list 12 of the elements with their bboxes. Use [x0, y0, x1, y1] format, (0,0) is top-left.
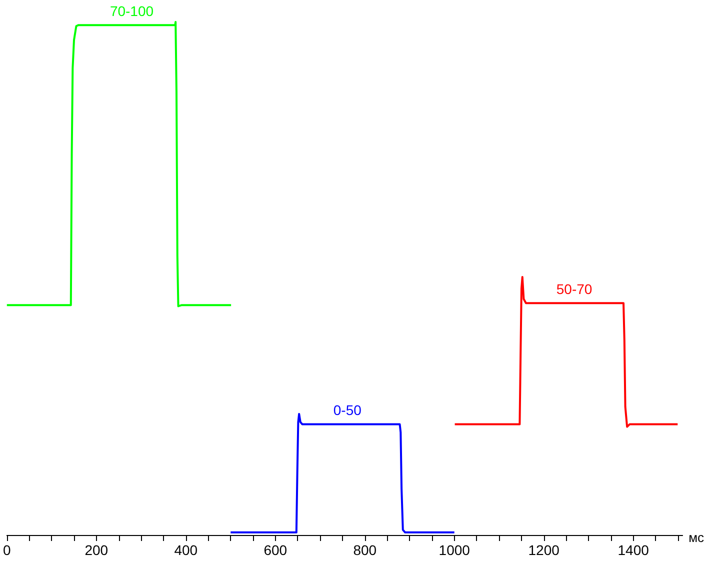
x-tick-label: 1000 [438, 542, 470, 558]
x-tick-label: 400 [174, 542, 198, 558]
x-tick-label: 0 [2, 542, 11, 558]
x-tick-label: 1400 [618, 542, 650, 558]
x-tick-label: 600 [264, 542, 288, 558]
annotation: 70-100 [110, 3, 154, 20]
x-tick-label: 1200 [528, 542, 560, 558]
annotation: 0-50 [333, 402, 362, 418]
x-axis-title: мс [688, 530, 704, 545]
x-tick-label: 200 [84, 542, 108, 558]
annotation: 50-70 [556, 281, 592, 298]
x-tick-label: 800 [353, 542, 377, 558]
